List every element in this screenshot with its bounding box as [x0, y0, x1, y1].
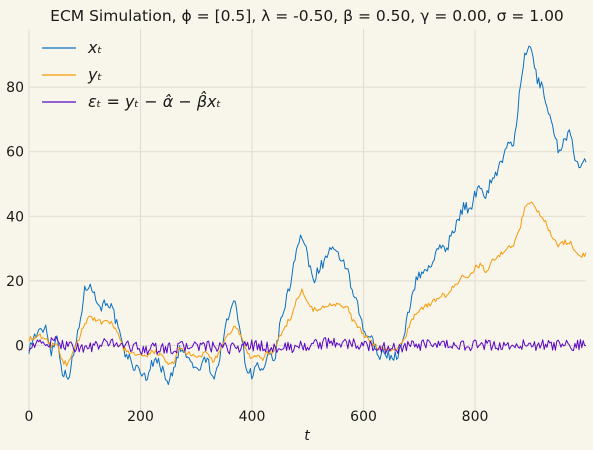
y-tick-label: 40: [6, 209, 24, 225]
series-line-epsilon_t: [28, 336, 587, 355]
legend-label-epsilon_t: εₜ = yₜ − α̂ − β̂xₜ: [88, 91, 222, 111]
legend: xₜ yₜ εₜ = yₜ − α̂ − β̂xₜ: [42, 38, 222, 111]
y-tick-label: 60: [6, 145, 24, 161]
grid: [28, 29, 586, 410]
x-tick-label: 200: [127, 409, 154, 425]
y-tick-label: 0: [15, 338, 24, 354]
x-tick-label: 600: [350, 409, 377, 425]
y-tick-label: 80: [6, 80, 24, 96]
chart-title: ECM Simulation, ϕ = [0.5], λ = -0.50, β …: [50, 7, 564, 25]
series-layer: [28, 45, 587, 386]
x-tick-label: 0: [25, 409, 34, 425]
x-axis-label: t: [304, 428, 310, 444]
y-tick-label: 20: [6, 274, 24, 290]
legend-label-x_t: xₜ: [87, 38, 102, 57]
x-tick-label: 400: [239, 409, 266, 425]
legend-label-y_t: yₜ: [87, 65, 102, 84]
x-tick-label: 800: [462, 409, 489, 425]
ticks: 0 200 400 600 800 0 20 40 60 80: [6, 80, 488, 425]
series-line-x_t: [28, 45, 587, 386]
